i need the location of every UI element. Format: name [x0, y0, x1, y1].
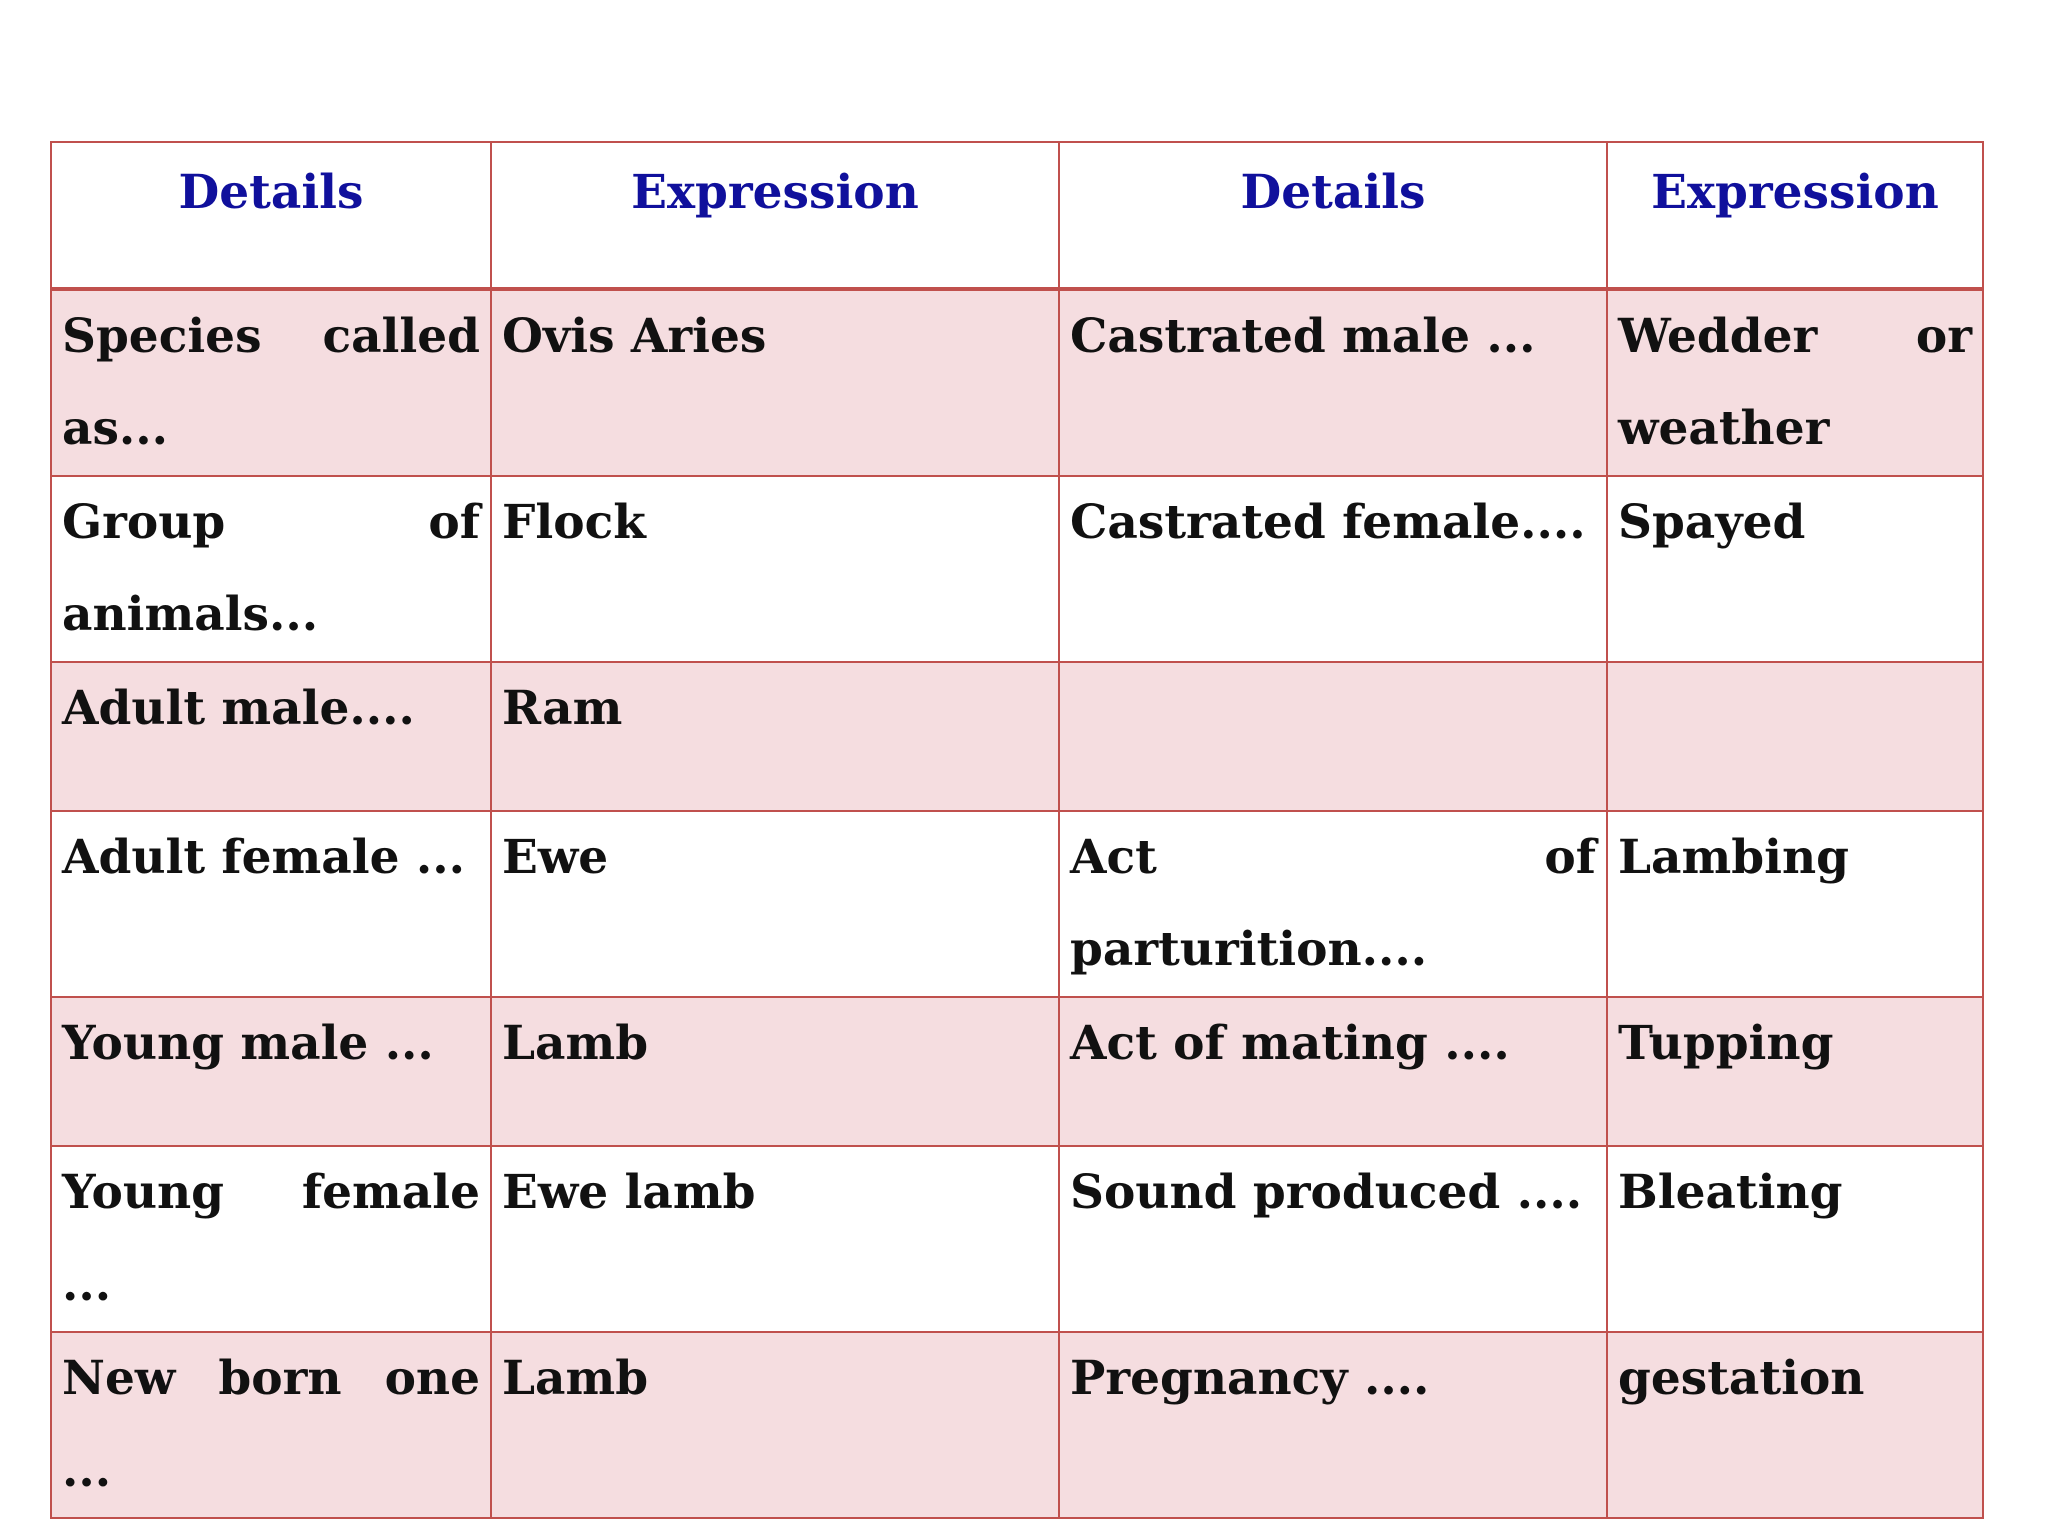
cell-detail: Castrated male ...: [1058, 288, 1608, 477]
table-row: Young female ... Ewe lamb Sound produced…: [50, 1145, 1984, 1333]
header-details-2: Details: [1058, 141, 1608, 291]
cell-expression: Ewe: [490, 810, 1060, 998]
cell-detail: Castrated female....: [1058, 475, 1608, 663]
cell-expression: Tupping: [1606, 996, 1984, 1147]
cell-expression: gestation: [1606, 1331, 1984, 1519]
cell-expression: Bleating: [1606, 1145, 1984, 1333]
cell-expression: Ovis Aries: [490, 288, 1060, 477]
cell-detail: Act of parturition....: [1058, 810, 1608, 998]
cell-expression: Spayed: [1606, 475, 1984, 663]
cell-expression: Flock: [490, 475, 1060, 663]
cell-detail: Group of animals...: [50, 475, 492, 663]
table-row: New born one ... Lamb Pregnancy .... ges…: [50, 1331, 1984, 1519]
header-row: Details Expression Details Expression: [50, 141, 1984, 291]
cell-detail: [1058, 661, 1608, 812]
cell-expression: Lamb: [490, 996, 1060, 1147]
sheep-terminology-table: Details Expression Details Expression Sp…: [50, 141, 1984, 1519]
cell-expression: Ram: [490, 661, 1060, 812]
table-row: Species called as... Ovis Aries Castrate…: [50, 288, 1984, 477]
header-expression-1: Expression: [490, 141, 1060, 291]
table-row: Young male ... Lamb Act of mating .... T…: [50, 996, 1984, 1147]
cell-expression: Lambing: [1606, 810, 1984, 998]
cell-detail: Adult male....: [50, 661, 492, 812]
cell-expression: Wedder or weather: [1606, 288, 1984, 477]
cell-detail: Species called as...: [50, 288, 492, 477]
cell-detail: Pregnancy ....: [1058, 1331, 1608, 1519]
cell-detail: Sound produced ....: [1058, 1145, 1608, 1333]
cell-expression: [1606, 661, 1984, 812]
cell-detail: New born one ...: [50, 1331, 492, 1519]
cell-detail: Young female ...: [50, 1145, 492, 1333]
header-details-1: Details: [50, 141, 492, 291]
header-expression-2: Expression: [1606, 141, 1984, 291]
table-row: Adult male.... Ram: [50, 661, 1984, 812]
cell-detail: Act of mating ....: [1058, 996, 1608, 1147]
cell-detail: Adult female ...: [50, 810, 492, 998]
table-row: Adult female ... Ewe Act of parturition.…: [50, 810, 1984, 998]
cell-expression: Lamb: [490, 1331, 1060, 1519]
table-row: Group of animals... Flock Castrated fema…: [50, 475, 1984, 663]
cell-detail: Young male ...: [50, 996, 492, 1147]
cell-expression: Ewe lamb: [490, 1145, 1060, 1333]
